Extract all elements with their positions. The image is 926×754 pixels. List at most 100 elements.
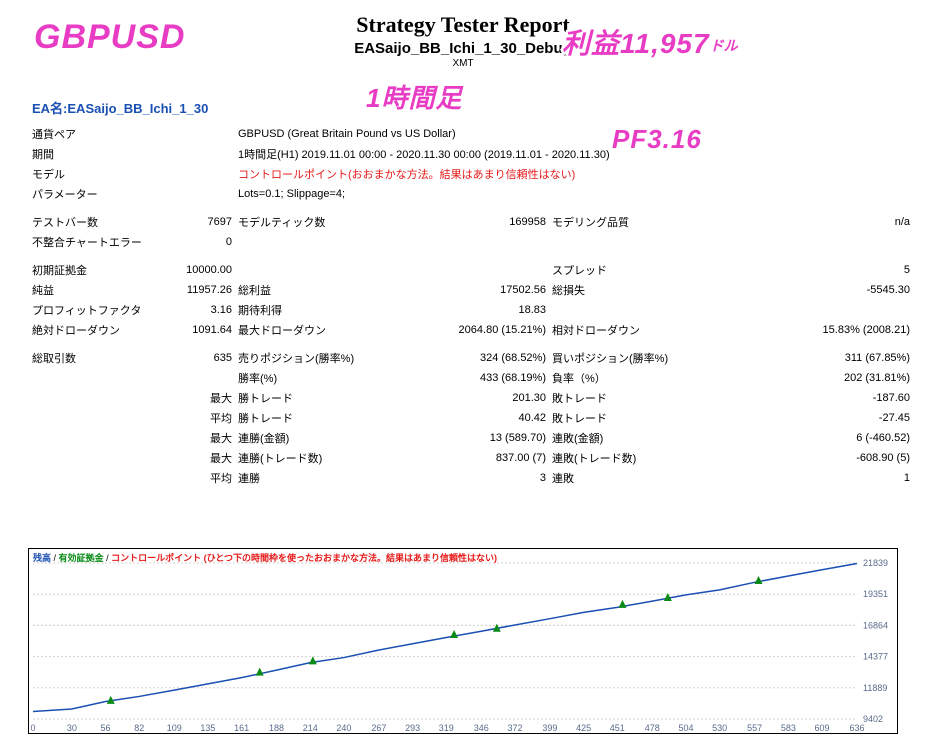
label-bars: テストバー数 — [32, 214, 148, 230]
svg-text:9402: 9402 — [863, 714, 883, 724]
label-largest-1: 最大 — [148, 390, 238, 406]
svg-text:135: 135 — [200, 723, 215, 733]
svg-text:56: 56 — [101, 723, 111, 733]
label-largest-3: 最大 — [148, 450, 238, 466]
svg-text:109: 109 — [167, 723, 182, 733]
label-net-profit: 純益 — [32, 282, 148, 298]
value-avg-consec-wins: 3 — [428, 472, 552, 484]
svg-text:609: 609 — [815, 723, 830, 733]
label-mismatched: 不整合チャートエラー — [32, 234, 148, 250]
value-avg-profit: 40.42 — [428, 412, 552, 424]
label-largest-2: 最大 — [148, 430, 238, 446]
label-abs-dd: 絶対ドローダウン — [32, 322, 148, 338]
label-consec-loss-count: 連敗(トレード数) — [552, 450, 708, 466]
legend-equity: 有効証拠金 — [59, 553, 104, 563]
value-avg-loss: -27.45 — [708, 412, 918, 424]
svg-text:451: 451 — [610, 723, 625, 733]
overlay-timeframe: 1時間足 — [366, 78, 462, 115]
svg-text:161: 161 — [234, 723, 249, 733]
value-net-profit: 11957.26 — [148, 284, 238, 296]
label-expected-payoff: 期待利得 — [238, 302, 428, 318]
label-largest-profit: 勝トレード — [238, 390, 428, 406]
label-loss-trades: 負率（%） — [552, 370, 708, 386]
svg-text:372: 372 — [507, 723, 522, 733]
value-consec-loss-money: 6 (-460.52) — [708, 432, 918, 444]
value-spread: 5 — [708, 264, 918, 276]
svg-text:636: 636 — [849, 723, 864, 733]
report-subtitle: EASaijo_BB_Ichi_1_30_Debug — [0, 40, 926, 57]
svg-text:16864: 16864 — [863, 620, 888, 630]
ea-name-label: EA名:EASaijo_BB_Ichi_1_30 — [32, 98, 208, 117]
report-title: Strategy Tester Report — [0, 12, 926, 38]
chart-svg: 9402118891437716864193512183903056821091… — [29, 549, 899, 735]
value-consec-wins-money: 13 (589.70) — [428, 432, 552, 444]
svg-text:319: 319 — [439, 723, 454, 733]
report-table: 通貨ペア GBPUSD (Great Britain Pound vs US D… — [32, 124, 918, 488]
label-avg-loss: 敗トレード — [552, 410, 708, 426]
value-profit-factor: 3.16 — [148, 304, 238, 316]
value-abs-dd: 1091.64 — [148, 324, 238, 336]
value-profit-trades: 433 (68.19%) — [428, 372, 552, 384]
label-ticks: モデルティック数 — [238, 214, 428, 230]
svg-text:557: 557 — [747, 723, 762, 733]
svg-text:293: 293 — [405, 723, 420, 733]
legend-control: コントロールポイント (ひとつ下の時間枠を使ったおおまかな方法。結果はあまり信頼… — [111, 553, 497, 563]
svg-text:214: 214 — [303, 723, 318, 733]
svg-text:188: 188 — [269, 723, 284, 733]
label-period: 期間 — [32, 146, 148, 162]
label-short-pos: 売りポジション(勝率%) — [238, 350, 428, 366]
value-largest-profit: 201.30 — [428, 392, 552, 404]
report-subsubtitle: XMT — [0, 58, 926, 69]
label-largest-loss: 敗トレード — [552, 390, 708, 406]
svg-text:583: 583 — [781, 723, 796, 733]
svg-text:478: 478 — [645, 723, 660, 733]
svg-text:82: 82 — [134, 723, 144, 733]
label-avg-consec-wins: 連勝 — [238, 470, 428, 486]
label-consec-loss-money: 連敗(金額) — [552, 430, 708, 446]
svg-text:14377: 14377 — [863, 652, 888, 662]
svg-text:21839: 21839 — [863, 558, 888, 568]
svg-text:346: 346 — [474, 723, 489, 733]
value-consec-loss-count: -608.90 (5) — [708, 452, 918, 464]
value-total-trades: 635 — [148, 352, 238, 364]
label-profit-trades: 勝率(%) — [238, 370, 428, 386]
value-largest-loss: -187.60 — [708, 392, 918, 404]
value-model: コントロールポイント(おおまかな方法。結果はあまり信頼性はない) — [238, 166, 575, 182]
label-avg-consec-loss: 連敗 — [552, 470, 708, 486]
label-gross-profit: 総利益 — [238, 282, 428, 298]
value-loss-trades: 202 (31.81%) — [708, 372, 918, 384]
label-average-1: 平均 — [148, 410, 238, 426]
label-parameters: パラメーター — [32, 186, 148, 202]
svg-text:19351: 19351 — [863, 589, 888, 599]
value-initial-deposit: 10000.00 — [148, 264, 238, 276]
value-mismatched: 0 — [148, 236, 238, 248]
svg-text:30: 30 — [67, 723, 77, 733]
label-profit-factor: プロフィットファクタ — [32, 302, 148, 318]
value-period: 1時間足(H1) 2019.11.01 00:00 - 2020.11.30 0… — [238, 146, 610, 162]
value-symbol: GBPUSD (Great Britain Pound vs US Dollar… — [238, 128, 456, 140]
label-quality: モデリング品質 — [552, 214, 708, 230]
svg-text:267: 267 — [371, 723, 386, 733]
value-ticks: 169958 — [428, 216, 552, 228]
label-spread: スプレッド — [552, 262, 708, 278]
equity-chart: 残高 / 有効証拠金 / コントロールポイント (ひとつ下の時間枠を使ったおおま… — [28, 548, 898, 734]
label-consec-wins-money: 連勝(金額) — [238, 430, 428, 446]
label-average-2: 平均 — [148, 470, 238, 486]
label-long-pos: 買いポジション(勝率%) — [552, 350, 708, 366]
value-expected-payoff: 18.83 — [428, 304, 552, 316]
label-symbol: 通貨ペア — [32, 126, 148, 142]
value-long-pos: 311 (67.85%) — [708, 352, 918, 364]
svg-text:425: 425 — [576, 723, 591, 733]
value-avg-consec-loss: 1 — [708, 472, 918, 484]
value-bars: 7697 — [148, 216, 238, 228]
value-short-pos: 324 (68.52%) — [428, 352, 552, 364]
label-model: モデル — [32, 166, 148, 182]
svg-text:399: 399 — [542, 723, 557, 733]
label-consec-wins-count: 連勝(トレード数) — [238, 450, 428, 466]
label-max-dd: 最大ドローダウン — [238, 322, 428, 338]
label-total-trades: 総取引数 — [32, 350, 148, 366]
legend-balance: 残高 — [33, 553, 51, 563]
svg-text:11889: 11889 — [863, 683, 887, 693]
value-parameters: Lots=0.1; Slippage=4; — [238, 188, 345, 200]
svg-text:240: 240 — [336, 723, 351, 733]
